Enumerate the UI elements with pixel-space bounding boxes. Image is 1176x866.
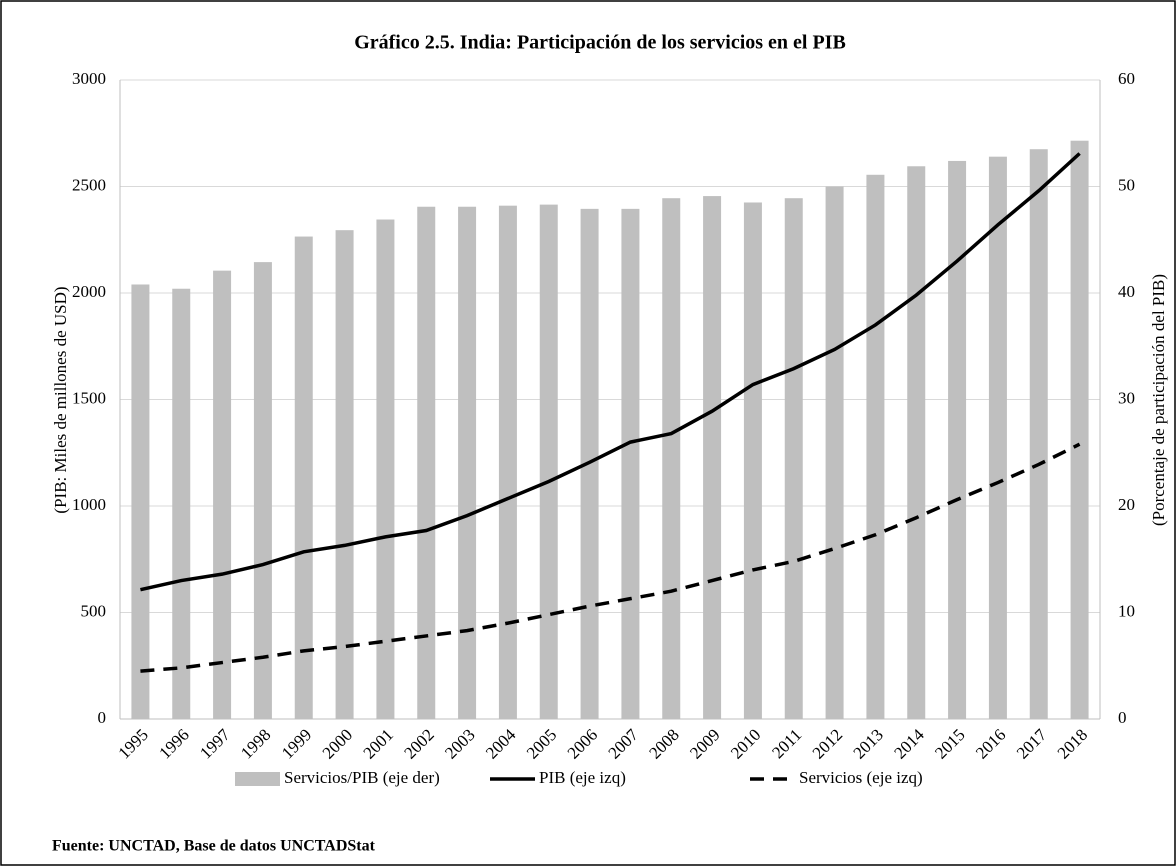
bar [784, 198, 803, 720]
y2-tick-label: 0 [1118, 708, 1127, 727]
y-tick-label: 500 [81, 601, 107, 620]
legend-box [170, 765, 1015, 793]
bar [621, 208, 640, 720]
y-tick-label: 1000 [72, 495, 106, 514]
y2-tick-label: 60 [1118, 69, 1135, 88]
y2-tick-label: 40 [1118, 282, 1135, 301]
legend-label: PIB (eje izq) [539, 768, 626, 787]
y-tick-label: 3000 [72, 69, 106, 88]
bar [662, 198, 681, 720]
bar [335, 230, 354, 720]
bar [294, 236, 313, 719]
bar [417, 206, 436, 720]
y-tick-label: 0 [98, 708, 107, 727]
source-note: Fuente: UNCTAD, Base de datos UNCTADStat [52, 838, 376, 855]
chart-title: Gráfico 2.5. India: Participación de los… [354, 32, 846, 54]
bar [498, 205, 517, 720]
bar [376, 219, 395, 719]
bar [825, 186, 844, 719]
bar [253, 262, 272, 719]
y2-axis-title: (Porcentaje de participación del PIB) [1149, 274, 1168, 526]
y-tick-label: 2500 [72, 175, 106, 194]
bar [458, 206, 477, 720]
bar [907, 166, 926, 719]
y-tick-label: 2000 [72, 282, 106, 301]
y2-tick-label: 10 [1118, 601, 1135, 620]
bar [703, 196, 722, 719]
legend-swatch [235, 772, 280, 786]
bar [172, 288, 191, 719]
y2-tick-label: 20 [1118, 495, 1135, 514]
bar [866, 174, 885, 719]
line [140, 152, 1081, 592]
bar [743, 202, 762, 720]
bar [1029, 149, 1048, 720]
y2-tick-label: 30 [1118, 388, 1135, 407]
bar [131, 284, 150, 719]
bar [948, 160, 967, 719]
bar [539, 204, 558, 720]
y-tick-label: 1500 [72, 388, 106, 407]
bar [1070, 140, 1089, 719]
legend-label: Servicios/PIB (eje der) [284, 768, 440, 787]
legend-label: Servicios (eje izq) [799, 768, 923, 787]
y2-tick-label: 50 [1118, 175, 1135, 194]
y-axis-title: (PIB: Miles de millones de USD) [51, 286, 70, 513]
bar [213, 270, 232, 719]
bar [988, 156, 1007, 719]
